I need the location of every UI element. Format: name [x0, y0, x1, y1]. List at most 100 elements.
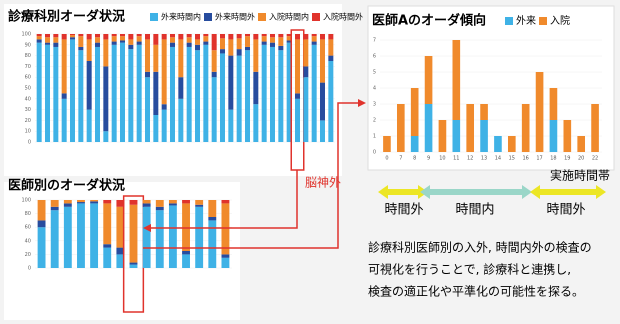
bar-segment: [155, 210, 164, 268]
x-tick-label: 14: [495, 156, 501, 162]
bar-segment: [155, 200, 164, 207]
annotation: 時間外: [384, 203, 423, 218]
bar-segment: [86, 61, 92, 110]
bar-segment: [53, 34, 59, 38]
bar-segment: [245, 34, 250, 37]
bar-segment: [129, 204, 138, 263]
bar-segment: [220, 49, 225, 54]
bar-segment: [295, 34, 300, 40]
bar-segment: [253, 71, 259, 105]
bar-segment: [221, 257, 230, 268]
bar-segment: [303, 77, 309, 142]
legend-swatch: [258, 13, 266, 21]
bar-segment: [303, 34, 309, 40]
bar-segment: [78, 36, 84, 47]
bar-segment: [86, 109, 92, 142]
bar-segment: [116, 206, 125, 248]
legend-swatch: [312, 13, 320, 21]
bar-segment: [286, 36, 292, 41]
bar-segment: [77, 203, 85, 268]
bar-segment: [195, 200, 204, 205]
y-tick-label: 3: [373, 102, 376, 108]
bar-segment: [195, 39, 200, 45]
bar-segment: [168, 200, 177, 204]
bar-segment: [45, 44, 50, 142]
bar-segment: [53, 42, 59, 47]
bar-segment: [45, 42, 50, 45]
bar-segment: [211, 34, 217, 51]
x-tick-label: 13: [481, 156, 487, 162]
bar-segment: [95, 46, 100, 142]
bar-segment: [236, 55, 242, 142]
bar-segment: [295, 98, 300, 142]
chart-title: 医師別のオーダ状況: [8, 178, 125, 194]
y-tick-label: 5: [373, 70, 376, 76]
bar-segment: [95, 37, 100, 43]
bar-segment: [168, 203, 177, 206]
bar-segment: [77, 202, 85, 204]
bar-segment: [221, 254, 230, 258]
bar-segment: [70, 39, 75, 142]
bar-segment: [220, 53, 225, 142]
bar-segment: [61, 93, 67, 99]
bar-segment: [278, 45, 284, 51]
legend-label: 入院時間外: [323, 12, 363, 22]
bar-segment: [278, 34, 284, 38]
x-tick-label: 17: [536, 156, 542, 162]
bar-segment: [270, 34, 275, 38]
bar-segment: [466, 104, 475, 152]
x-tick-label: 11: [453, 156, 459, 162]
bar-segment: [182, 200, 190, 204]
bar-segment: [178, 39, 184, 78]
bar-segment: [311, 36, 317, 42]
legend-swatch: [150, 13, 158, 21]
bar-segment: [53, 37, 59, 43]
bar-segment: [136, 34, 142, 37]
bar-segment: [203, 34, 209, 37]
y-tick-label: 10: [25, 129, 31, 135]
note-line: 診療科別医師別の入外, 時間内外の検査の: [368, 240, 592, 255]
bar-segment: [195, 204, 204, 207]
legend-label: 入院時間内: [269, 12, 309, 22]
note-line: 検査の適正化や平準化の可能性を探る。: [368, 284, 584, 299]
bar-segment: [221, 200, 230, 204]
bar-segment: [236, 49, 242, 56]
bar-segment: [37, 227, 46, 268]
bar-segment: [253, 39, 259, 72]
bar-segment: [129, 264, 138, 268]
bar-segment: [116, 200, 125, 207]
bar-segment: [120, 36, 125, 41]
x-tick-label: 10: [439, 156, 445, 162]
bar-segment: [295, 39, 300, 94]
bar-segment: [153, 115, 159, 142]
y-tick-label: 80: [25, 53, 31, 59]
bar-segment: [220, 38, 225, 50]
bar-segment: [103, 131, 109, 142]
bar-segment: [178, 34, 184, 40]
y-tick-label: 80: [25, 211, 31, 217]
bar-segment: [111, 44, 117, 142]
bar-segment: [70, 37, 75, 40]
bar-segment: [320, 120, 325, 142]
bar-segment: [261, 44, 267, 142]
bar-segment: [36, 34, 42, 37]
y-tick-label: 4: [373, 86, 376, 92]
bar-segment: [328, 39, 334, 56]
bar-segment: [161, 39, 167, 105]
bar-segment: [36, 36, 42, 40]
legend-swatch: [204, 13, 212, 21]
bar-segment: [120, 34, 125, 37]
y-tick-label: 1: [373, 134, 376, 140]
highlight-label: 脳神外: [305, 176, 341, 190]
bar-segment: [103, 244, 112, 248]
bar-segment: [145, 34, 150, 40]
y-tick-label: 0: [28, 266, 31, 272]
annotation: 実施時間帯: [550, 168, 610, 183]
y-tick-label: 2: [373, 118, 376, 124]
bar-segment: [116, 247, 125, 255]
bar-segment: [63, 203, 72, 207]
bar-segment: [128, 39, 134, 45]
bar-segment: [136, 44, 142, 142]
bar-segment: [211, 77, 217, 142]
